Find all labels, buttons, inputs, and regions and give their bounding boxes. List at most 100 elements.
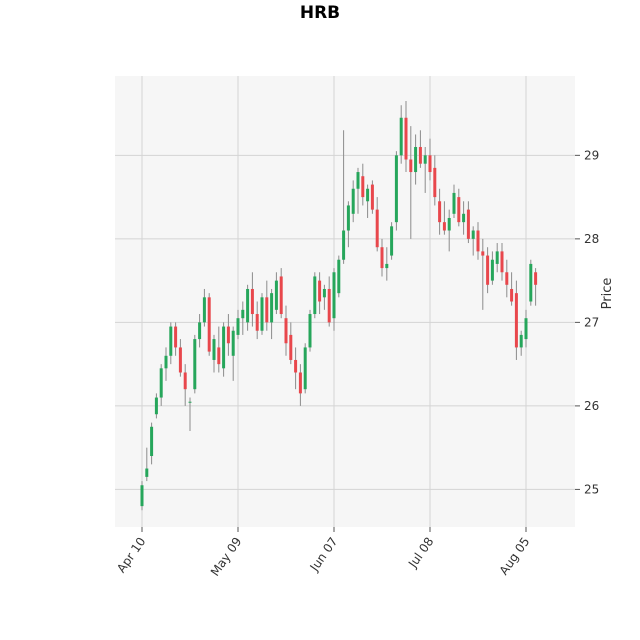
- candle-body-up: [447, 217, 451, 231]
- candle-body-up: [274, 280, 278, 310]
- candle-body-up: [193, 339, 197, 390]
- candle-body-up: [246, 288, 250, 323]
- candle-body-down: [294, 359, 298, 373]
- candle-body-up: [169, 326, 173, 356]
- candle-body-up: [390, 226, 394, 256]
- candle-body-up: [342, 230, 346, 260]
- candle-body-down: [514, 293, 518, 348]
- candle-body-up: [356, 172, 360, 189]
- candle-body-up: [524, 318, 528, 340]
- candle-body-down: [500, 251, 504, 273]
- candle-body-up: [471, 230, 475, 239]
- candle-body-up: [236, 318, 240, 335]
- candle-body-up: [159, 368, 163, 398]
- candle-body-down: [375, 209, 379, 248]
- candle-body-down: [284, 318, 288, 344]
- candle-body-down: [279, 276, 283, 315]
- candle-body-down: [183, 372, 187, 390]
- candle-body-up: [495, 251, 499, 264]
- candle-body-up: [337, 259, 341, 294]
- candle-body-down: [380, 247, 384, 269]
- candle-body-up: [529, 263, 533, 302]
- y-tick-label: 26: [584, 399, 599, 413]
- candle-body-down: [466, 209, 470, 239]
- candle-body-up: [452, 192, 456, 214]
- candle-body-up: [519, 334, 523, 348]
- candle-body-up: [399, 117, 403, 156]
- candle-body-down: [486, 255, 490, 285]
- candle-body-up: [212, 339, 216, 360]
- candle-body-up: [394, 155, 398, 223]
- candle-body-up: [423, 155, 427, 164]
- candle-body-down: [534, 272, 538, 285]
- candle-body-up: [366, 188, 370, 202]
- candle-body-up: [231, 330, 235, 356]
- candle-body-down: [510, 288, 514, 302]
- candle-body-up: [202, 297, 206, 323]
- candle-body-up: [308, 314, 312, 348]
- candle-body-up: [270, 293, 274, 323]
- candle-body-down: [327, 288, 331, 323]
- y-tick-label: 28: [584, 232, 599, 246]
- y-axis-label: Price: [600, 278, 615, 310]
- y-tick-label: 25: [584, 482, 599, 496]
- candle-body-down: [433, 167, 437, 198]
- candles: [140, 101, 538, 511]
- x-tick-label: Jul 08: [405, 535, 436, 571]
- candle-body-down: [476, 230, 480, 252]
- candle-body-up: [145, 468, 149, 477]
- x-tick-label: Jun 07: [307, 535, 341, 575]
- candle-body-down: [505, 272, 509, 285]
- candle-body-down: [250, 288, 254, 315]
- candle-body-down: [289, 334, 293, 360]
- candle-body-up: [154, 397, 158, 415]
- candle-body-down: [174, 326, 178, 348]
- candle-body-up: [346, 205, 350, 231]
- candle-body-down: [361, 176, 365, 198]
- candle-body-up: [351, 188, 355, 214]
- x-tick-label: May 09: [208, 535, 245, 579]
- candle-body-up: [198, 322, 202, 340]
- candle-body-up: [140, 485, 144, 507]
- candle-body-up: [490, 259, 494, 281]
- candle-body-up: [332, 272, 336, 319]
- candle-body-down: [481, 251, 485, 256]
- candle-body-down: [298, 372, 302, 394]
- candle-body-down: [318, 280, 322, 302]
- candle-body-down: [438, 201, 442, 223]
- candle-body-up: [241, 309, 245, 319]
- candle-body-up: [385, 263, 389, 269]
- candle-body-down: [457, 197, 461, 223]
- candle-body-down: [178, 347, 182, 373]
- gridlines: [115, 76, 575, 527]
- candle-body-up: [303, 347, 307, 390]
- candle-body-down: [409, 159, 413, 173]
- candle-body-down: [370, 184, 374, 210]
- candle-body-up: [188, 401, 192, 403]
- candle-body-down: [207, 297, 211, 352]
- candle-body-up: [322, 288, 326, 298]
- candle-body-up: [260, 297, 264, 331]
- candle-body-up: [313, 276, 317, 315]
- y-tick-label: 29: [584, 148, 599, 162]
- candle-body-down: [265, 297, 269, 323]
- candle-body-up: [462, 213, 466, 223]
- chart-title: HRB: [300, 3, 340, 23]
- x-tick-label: Aug 05: [497, 535, 533, 578]
- candle-body-down: [428, 155, 432, 173]
- candle-body-down: [442, 222, 446, 231]
- plot-area: [115, 76, 575, 527]
- y-axis-ticks: 25 26 27 28 29: [575, 148, 599, 496]
- candle-body-up: [150, 426, 154, 457]
- x-axis-ticks: Apr 10 May 09 Jun 07 Jul 08 Aug 05: [114, 527, 532, 579]
- candle-body-down: [217, 347, 221, 365]
- candle-body-down: [255, 314, 259, 331]
- candle-body-up: [222, 326, 226, 369]
- x-tick-label: Apr 10: [114, 535, 148, 576]
- y-tick-label: 27: [584, 315, 599, 329]
- candle-body-down: [226, 326, 230, 344]
- candle-body-up: [164, 355, 168, 369]
- candle-body-down: [418, 146, 422, 164]
- candle-body-up: [414, 146, 418, 173]
